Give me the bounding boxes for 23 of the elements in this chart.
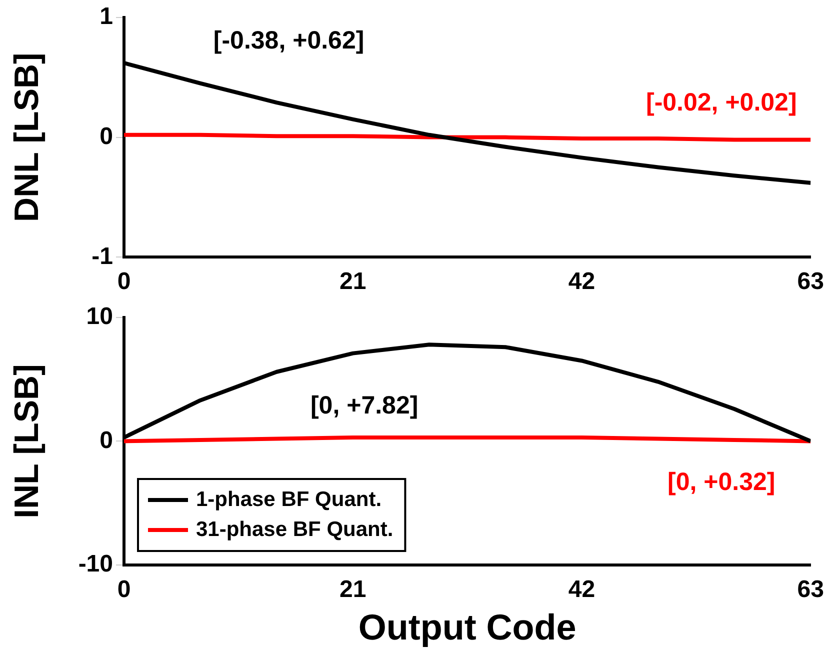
x-tick-label: 42: [568, 576, 596, 604]
y-tick-label: -10: [78, 550, 113, 578]
x-axis-title: Output Code: [358, 606, 576, 648]
x-tick-label: 63: [797, 576, 824, 604]
y-tick-label: 0: [100, 122, 113, 150]
x-tick-label: 21: [340, 268, 366, 296]
x-tick-label: 0: [117, 576, 131, 604]
y-axis-title: DNL [LSB]: [8, 52, 46, 222]
legend-label: 1-phase BF Quant.: [196, 488, 382, 511]
annotation: [-0.02, +0.02]: [646, 88, 797, 117]
x-tick-label: 0: [117, 268, 131, 296]
annotation: [-0.38, +0.62]: [213, 26, 364, 54]
annotation: [0, +7.82]: [310, 391, 418, 420]
y-tick-label: 0: [100, 426, 113, 454]
x-tick-label: 21: [340, 576, 366, 604]
y-tick-label: 10: [86, 303, 113, 330]
y-tick-label: -1: [92, 242, 113, 270]
x-tick-label: 63: [797, 268, 824, 296]
y-tick-label: 1: [100, 3, 113, 30]
annotation: [0, +0.32]: [668, 468, 776, 496]
legend-label: 31-phase BF Quant.: [196, 518, 394, 541]
y-axis-title: INL [LSB]: [8, 364, 46, 518]
x-tick-label: 42: [568, 268, 596, 296]
